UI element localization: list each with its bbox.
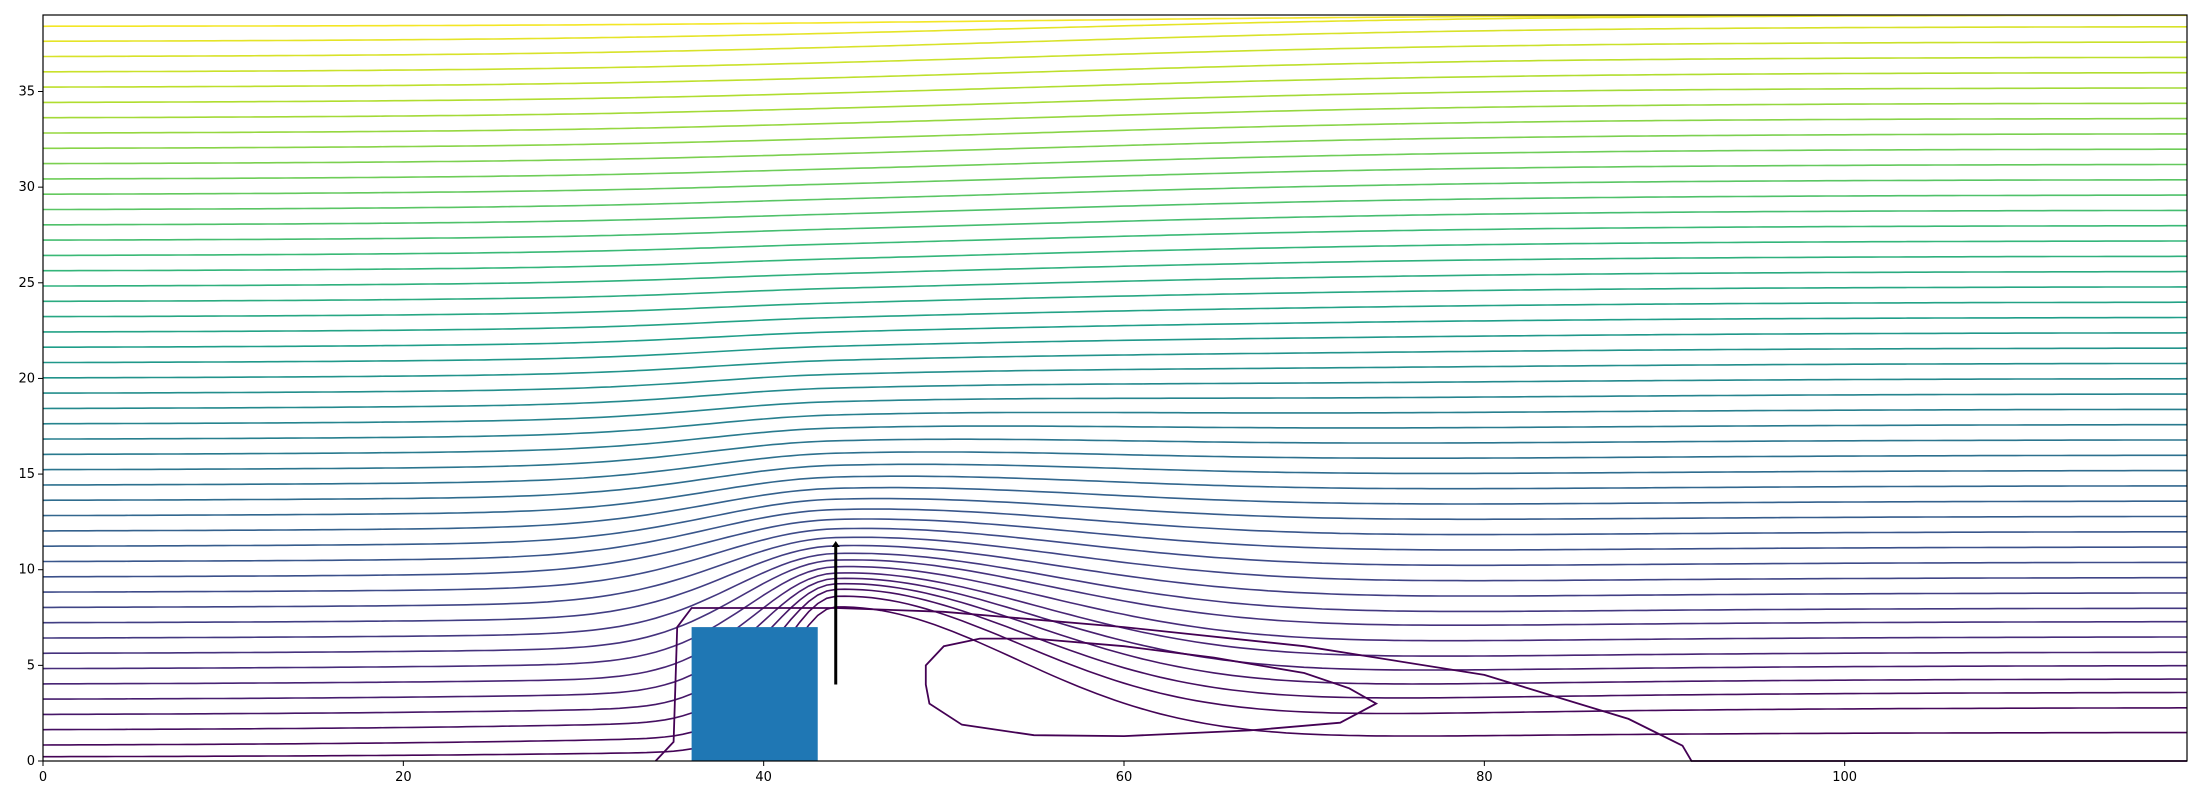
streamline (43, 588, 2187, 731)
streamline (43, 408, 2187, 440)
streamline (43, 377, 2187, 410)
streamline (43, 25, 2187, 58)
velocity-arrow (831, 541, 840, 685)
streamline (43, 438, 2187, 471)
streamline (43, 102, 2187, 134)
streamline (43, 518, 2187, 578)
x-tick-label: 40 (755, 770, 772, 785)
streamline (43, 497, 2187, 548)
streamline (43, 552, 2187, 639)
x-tick-label: 20 (395, 770, 412, 785)
streamline (43, 582, 2187, 716)
streamline (43, 15, 2187, 28)
x-tick-label: 0 (39, 770, 47, 785)
streamline (43, 133, 2187, 165)
streamline (43, 270, 2187, 303)
streamline (43, 224, 2187, 257)
streamline (43, 255, 2187, 287)
streamlines-layer (43, 15, 2187, 758)
streamline (43, 393, 2187, 425)
streamline (43, 209, 2187, 241)
y-tick-label: 15 (18, 467, 35, 482)
streamline (43, 117, 2187, 150)
streamline-recirculation (924, 637, 1379, 738)
streamline (43, 316, 2187, 349)
streamline (43, 565, 2187, 670)
y-tick-label: 5 (27, 658, 35, 673)
y-tick-label: 10 (18, 563, 35, 578)
x-tick-label: 80 (1476, 770, 1493, 785)
x-axis: 0 20 40 60 80 100 (39, 761, 1857, 785)
streamline (43, 451, 2187, 486)
streamline (43, 362, 2187, 394)
plot-frame (42, 14, 2188, 762)
y-tick-label: 30 (18, 180, 35, 195)
streamline (43, 194, 2187, 226)
streamline (43, 332, 2187, 364)
arrow-head (831, 541, 840, 548)
y-tick-label: 35 (18, 85, 35, 100)
x-tick-label: 100 (1832, 770, 1857, 785)
streamline (43, 286, 2187, 318)
streamline (43, 41, 2187, 73)
streamline (43, 595, 2187, 746)
obstacle-block (691, 627, 818, 761)
streamline (43, 527, 2187, 593)
streamline (43, 423, 2187, 456)
streamline (43, 463, 2187, 502)
streamline (43, 179, 2187, 211)
streamline (43, 87, 2187, 119)
y-tick-label: 25 (18, 276, 35, 291)
traced-streamlines-layer (654, 607, 2187, 762)
streamline (43, 148, 2187, 180)
streamline (43, 56, 2187, 88)
streamline (43, 559, 2187, 655)
streamline (43, 71, 2187, 104)
x-tick-label: 60 (1116, 770, 1133, 785)
streamline-dividing (654, 607, 2187, 762)
streamline (43, 577, 2187, 700)
streamline (43, 301, 2187, 333)
streamline (43, 163, 2187, 195)
streamline (43, 240, 2187, 272)
y-axis: 0 5 10 15 20 25 30 35 (18, 85, 43, 769)
streamline (43, 536, 2187, 609)
streamline (43, 508, 2187, 563)
y-tick-label: 0 (27, 754, 35, 769)
streamline (43, 475, 2187, 517)
streamline (43, 486, 2187, 532)
streamline (43, 347, 2187, 379)
streamline (43, 544, 2187, 624)
y-tick-label: 20 (18, 371, 35, 386)
streamline (43, 606, 2187, 758)
